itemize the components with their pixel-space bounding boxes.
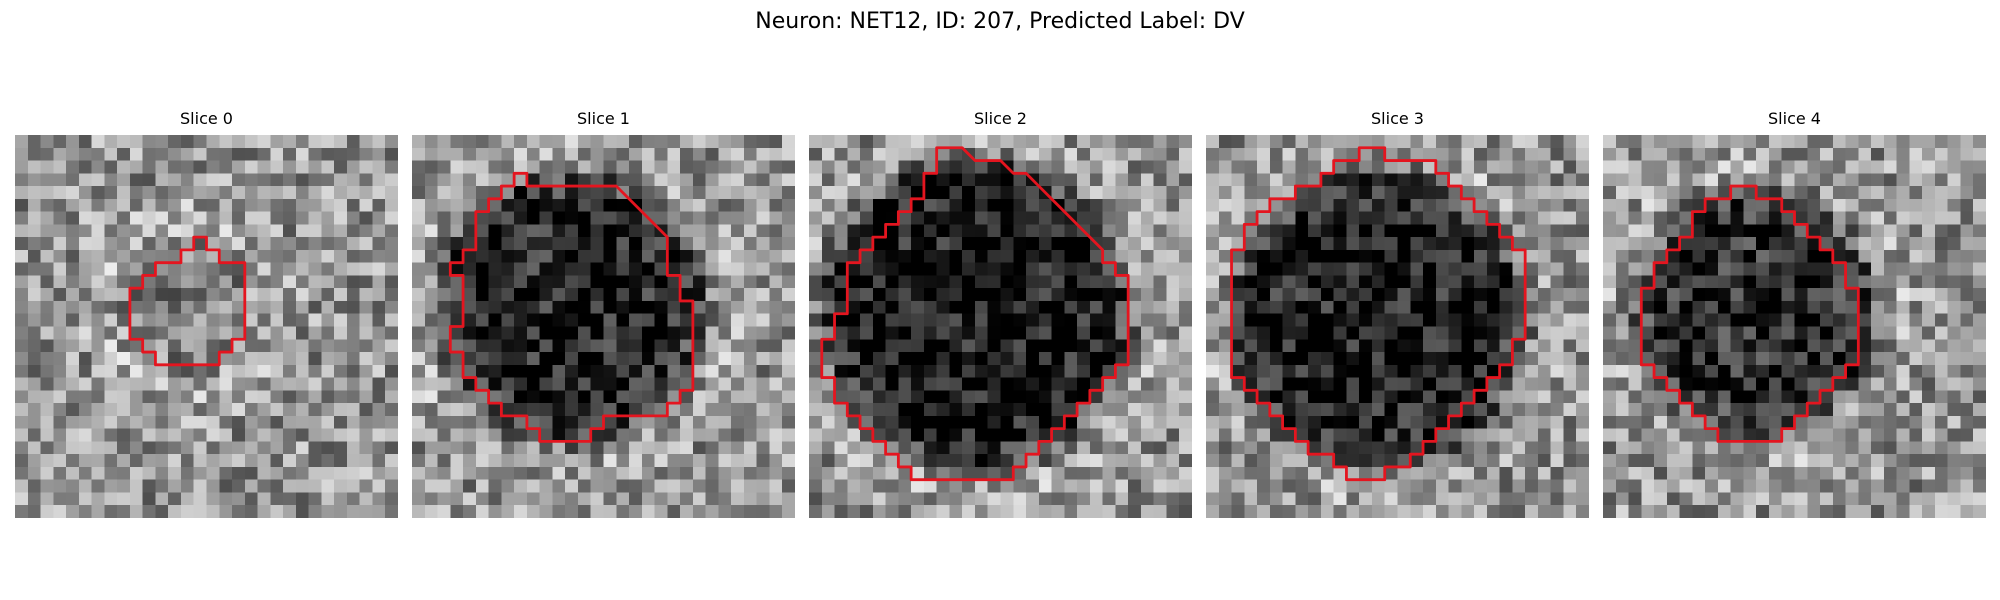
slice-panel-0: Slice 0 [15, 108, 398, 523]
slice-overlay-4 [1639, 184, 1860, 443]
contour-outline-3 [1230, 146, 1527, 482]
slice-image-4 [1603, 135, 1986, 518]
slice-panel-4: Slice 4 [1603, 108, 1986, 523]
slice-title-2: Slice 2 [974, 109, 1027, 128]
slice-panel-2: Slice 2 [809, 108, 1192, 523]
slice-image-3 [1206, 135, 1589, 518]
contour-outline-1 [448, 171, 695, 443]
slice-panel-3: Slice 3 [1206, 108, 1589, 523]
slice-title-0: Slice 0 [180, 109, 233, 128]
figure-title: Neuron: NET12, ID: 207, Predicted Label:… [755, 9, 1245, 34]
slice-image-1 [412, 135, 795, 518]
contour-outline-0 [128, 235, 247, 367]
contour-outline-4 [1639, 184, 1860, 443]
slice-title-3: Slice 3 [1371, 109, 1424, 128]
slice-overlay-0 [128, 235, 247, 367]
slice-title-1: Slice 1 [577, 109, 630, 128]
slice-overlay-3 [1230, 146, 1527, 482]
slice-panel-1: Slice 1 [412, 108, 795, 523]
slice-raster-0 [15, 135, 398, 518]
slice-raster-1 [412, 135, 795, 518]
slice-overlay-2 [820, 146, 1130, 482]
slice-overlay-1 [448, 171, 695, 443]
slice-image-2 [809, 135, 1192, 518]
slice-raster-4 [1603, 135, 1986, 518]
slice-title-4: Slice 4 [1768, 109, 1821, 128]
slice-image-0 [15, 135, 398, 518]
contour-outline-2 [820, 146, 1130, 482]
